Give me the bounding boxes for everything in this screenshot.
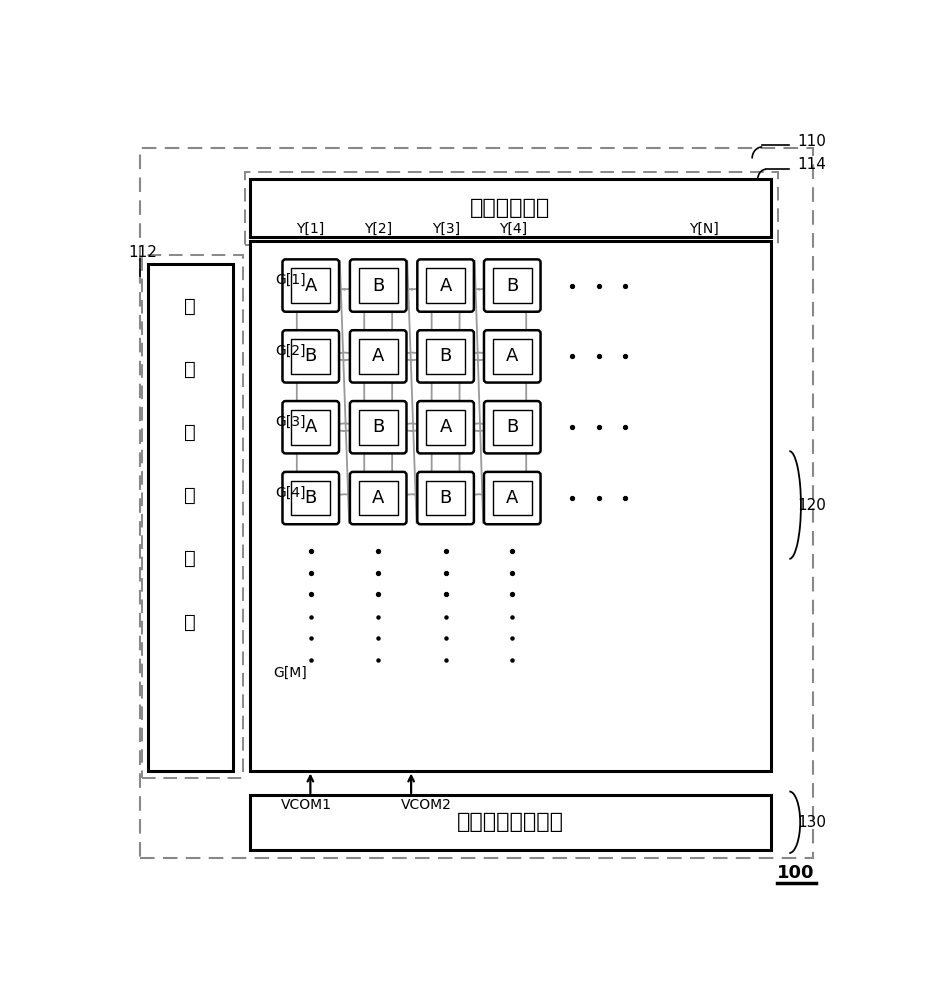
FancyBboxPatch shape <box>283 401 339 453</box>
Text: 130: 130 <box>797 815 826 830</box>
Text: G[4]: G[4] <box>275 486 305 500</box>
Text: G[2]: G[2] <box>275 344 305 358</box>
Text: 动: 动 <box>185 486 196 505</box>
FancyBboxPatch shape <box>484 259 540 312</box>
FancyBboxPatch shape <box>283 330 339 383</box>
FancyBboxPatch shape <box>417 259 474 312</box>
Text: B: B <box>372 418 384 436</box>
Text: 源极驱动电路: 源极驱动电路 <box>470 198 550 218</box>
FancyBboxPatch shape <box>484 472 540 524</box>
FancyBboxPatch shape <box>283 472 339 524</box>
Text: A: A <box>304 418 317 436</box>
Text: Y[1]: Y[1] <box>297 222 325 236</box>
Bar <box>426 268 465 303</box>
Bar <box>142 255 243 778</box>
Text: A: A <box>439 418 452 436</box>
Bar <box>250 795 771 850</box>
Text: A: A <box>439 277 452 295</box>
Text: 驱: 驱 <box>185 423 196 442</box>
Text: G[1]: G[1] <box>275 273 305 287</box>
Text: B: B <box>305 347 317 365</box>
Bar <box>250 241 771 771</box>
Text: 120: 120 <box>797 497 826 512</box>
Bar <box>493 481 532 515</box>
Text: B: B <box>439 489 452 507</box>
Text: 电: 电 <box>185 549 196 568</box>
Bar <box>250 179 771 237</box>
Bar <box>493 339 532 374</box>
FancyBboxPatch shape <box>484 330 540 383</box>
Bar <box>291 339 330 374</box>
FancyBboxPatch shape <box>417 472 474 524</box>
Text: 栅: 栅 <box>185 297 196 316</box>
Text: G[M]: G[M] <box>273 666 307 680</box>
Text: A: A <box>506 347 519 365</box>
Bar <box>244 172 778 245</box>
Text: B: B <box>439 347 452 365</box>
Bar <box>493 410 532 445</box>
Text: A: A <box>372 489 384 507</box>
Text: 共同电极驱动电路: 共同电极驱动电路 <box>457 812 564 832</box>
FancyBboxPatch shape <box>350 472 407 524</box>
Text: Y[2]: Y[2] <box>365 222 393 236</box>
Text: A: A <box>506 489 519 507</box>
Text: A: A <box>372 347 384 365</box>
FancyBboxPatch shape <box>350 330 407 383</box>
FancyBboxPatch shape <box>350 401 407 453</box>
Text: 114: 114 <box>797 157 826 172</box>
Text: Y[N]: Y[N] <box>689 222 719 236</box>
Bar <box>359 268 397 303</box>
Text: Y[3]: Y[3] <box>432 222 460 236</box>
Text: 110: 110 <box>797 134 826 149</box>
Text: 112: 112 <box>128 245 157 260</box>
Bar <box>359 339 397 374</box>
Bar <box>426 339 465 374</box>
Bar <box>359 481 397 515</box>
FancyBboxPatch shape <box>484 401 540 453</box>
Text: 100: 100 <box>777 864 815 882</box>
Text: B: B <box>506 277 519 295</box>
Text: G[3]: G[3] <box>275 415 305 429</box>
Text: B: B <box>372 277 384 295</box>
Bar <box>359 410 397 445</box>
Text: Y[4]: Y[4] <box>499 222 527 236</box>
FancyBboxPatch shape <box>417 330 474 383</box>
Text: A: A <box>304 277 317 295</box>
Text: VCOM2: VCOM2 <box>401 798 453 812</box>
Bar <box>426 481 465 515</box>
Text: B: B <box>305 489 317 507</box>
Text: VCOM1: VCOM1 <box>281 798 332 812</box>
Bar <box>291 410 330 445</box>
FancyBboxPatch shape <box>283 259 339 312</box>
Bar <box>147 264 233 771</box>
FancyBboxPatch shape <box>350 259 407 312</box>
Bar <box>426 410 465 445</box>
Bar <box>291 481 330 515</box>
Text: 路: 路 <box>185 613 196 632</box>
Bar <box>493 268 532 303</box>
Bar <box>291 268 330 303</box>
Text: B: B <box>506 418 519 436</box>
Text: 极: 极 <box>185 360 196 379</box>
FancyBboxPatch shape <box>417 401 474 453</box>
